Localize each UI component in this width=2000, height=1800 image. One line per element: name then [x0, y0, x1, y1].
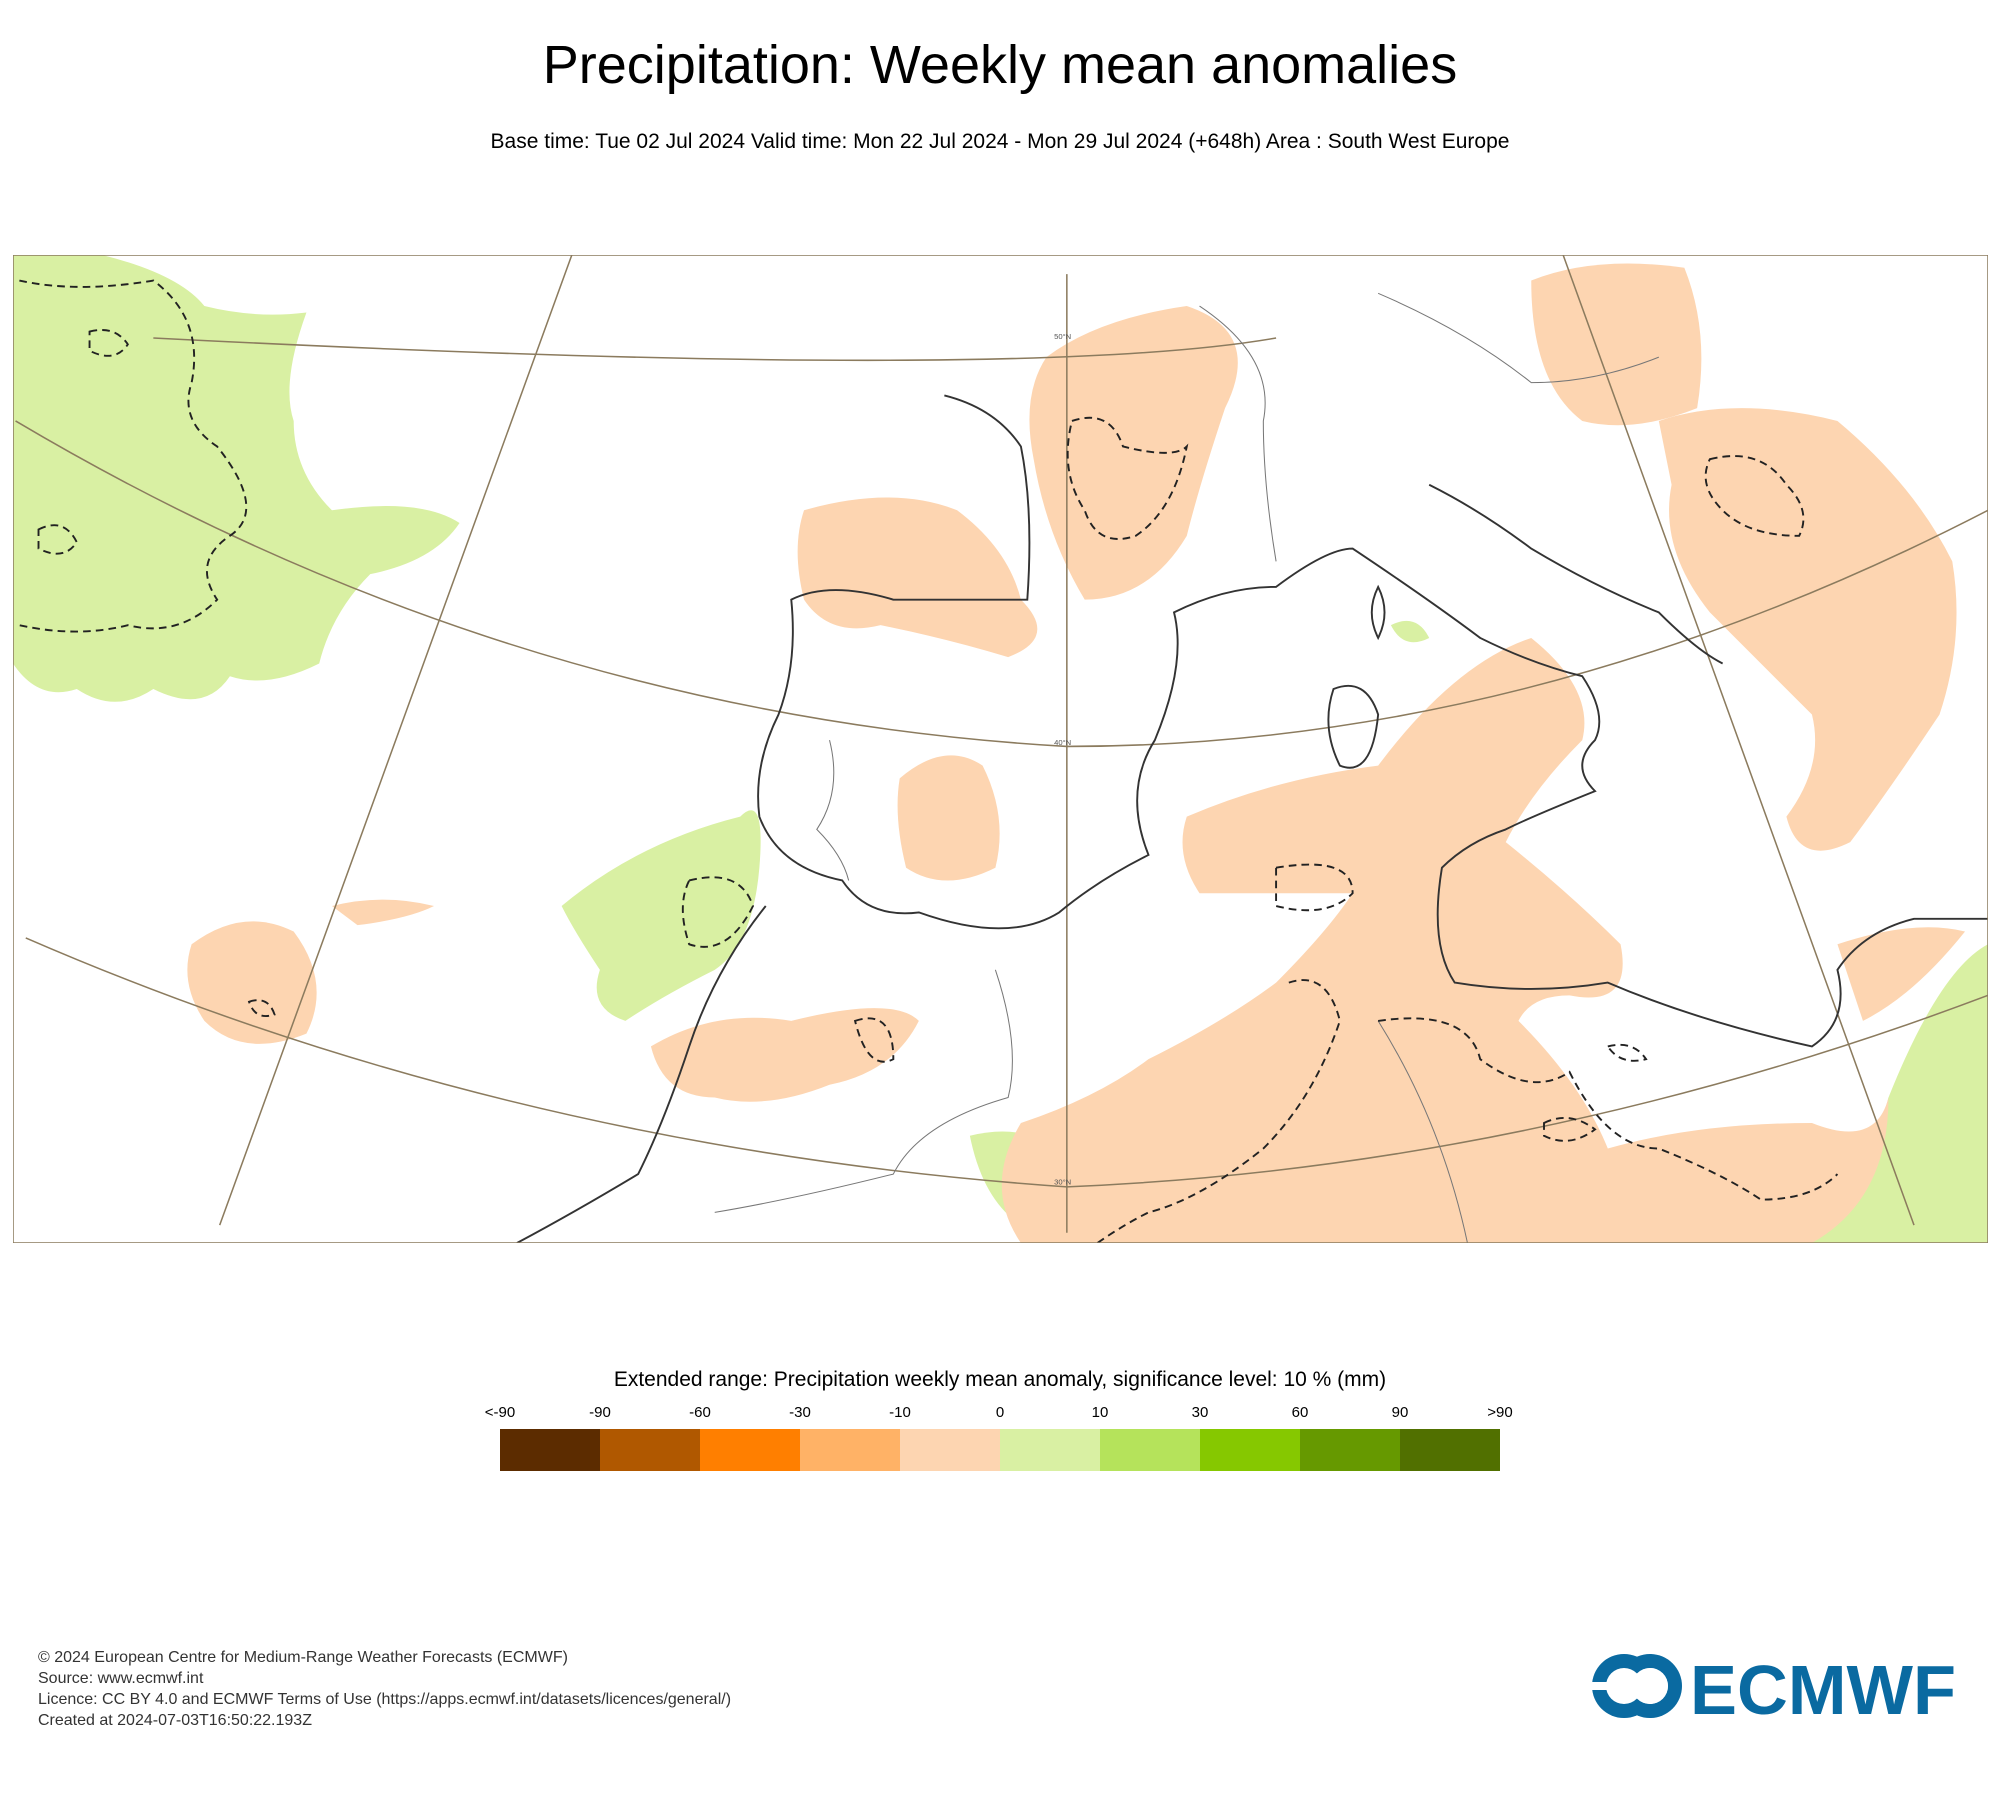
legend-swatch-5: [1000, 1429, 1100, 1471]
lat-label-40: 40°N: [1054, 738, 1071, 747]
legend-swatch-1: [600, 1429, 700, 1471]
chart-title: Precipitation: Weekly mean anomalies: [542, 35, 1458, 95]
legend-tick: 60: [1291, 1404, 1309, 1421]
legend-tick: 90: [1391, 1404, 1409, 1421]
legend-swatch-4: [900, 1429, 1000, 1471]
legend-swatch-7: [1200, 1429, 1300, 1471]
logo-text: ECMWF: [1690, 1652, 1956, 1720]
graticule: [15, 255, 1988, 1233]
lat-label-50: 50°N: [1054, 332, 1071, 341]
legend-title: Extended range: Precipitation weekly mea…: [613, 1368, 1387, 1391]
ecmwf-logo: ECMWF: [1590, 1652, 1956, 1720]
created-text: Created at 2024-07-03T16:50:22.193Z: [38, 1712, 312, 1729]
country-borders: [714, 292, 1660, 1243]
lat-labels: 50°N 40°N 30°N: [1054, 332, 1071, 1186]
legend-swatch-2: [700, 1429, 800, 1471]
legend-colorbar: [500, 1429, 1500, 1471]
licence-text: Licence: CC BY 4.0 and ECMWF Terms of Us…: [38, 1691, 732, 1708]
legend-tick: 0: [995, 1404, 1005, 1421]
significance-contours: [19, 279, 1839, 1243]
legend-swatch-3: [800, 1429, 900, 1471]
negative-anomaly-areas: [187, 263, 1966, 1243]
legend-tick: -30: [789, 1404, 811, 1421]
legend-tick: -60: [689, 1404, 711, 1421]
legend-tick: -90: [589, 1404, 611, 1421]
legend-tick: 10: [1091, 1404, 1109, 1421]
legend-tick: >90: [1487, 1404, 1513, 1421]
legend-swatch-0: [500, 1429, 600, 1471]
legend-tick: 30: [1191, 1404, 1209, 1421]
footer-credits: © 2024 European Centre for Medium-Range …: [38, 1647, 731, 1731]
chart-subtitle: Base time: Tue 02 Jul 2024 Valid time: M…: [490, 130, 1510, 153]
copyright-text: © 2024 European Centre for Medium-Range …: [38, 1649, 568, 1666]
legend-tick: <-90: [484, 1404, 516, 1421]
legend-swatch-8: [1300, 1429, 1400, 1471]
legend-tick: -10: [889, 1404, 911, 1421]
anomaly-map: 50°N 40°N 30°N: [13, 255, 1988, 1243]
coastlines: [516, 394, 1988, 1243]
lat-label-30: 30°N: [1054, 1177, 1071, 1186]
source-text: Source: www.ecmwf.int: [38, 1670, 204, 1687]
legend-swatch-9: [1400, 1429, 1500, 1471]
legend-swatch-6: [1100, 1429, 1200, 1471]
legend-ticks: <-90 -90 -60 -30 -10 0 10 30 60 90 >90: [485, 1404, 1513, 1424]
